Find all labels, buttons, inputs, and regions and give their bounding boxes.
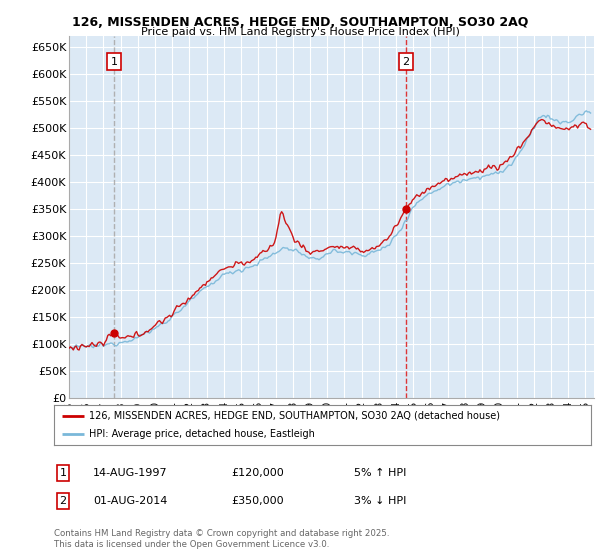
Text: 2: 2	[59, 496, 67, 506]
Text: Contains HM Land Registry data © Crown copyright and database right 2025.
This d: Contains HM Land Registry data © Crown c…	[54, 529, 389, 549]
Text: 01-AUG-2014: 01-AUG-2014	[93, 496, 167, 506]
Text: 126, MISSENDEN ACRES, HEDGE END, SOUTHAMPTON, SO30 2AQ: 126, MISSENDEN ACRES, HEDGE END, SOUTHAM…	[72, 16, 528, 29]
Text: £120,000: £120,000	[231, 468, 284, 478]
Text: £350,000: £350,000	[231, 496, 284, 506]
Text: 1: 1	[59, 468, 67, 478]
Text: 126, MISSENDEN ACRES, HEDGE END, SOUTHAMPTON, SO30 2AQ (detached house): 126, MISSENDEN ACRES, HEDGE END, SOUTHAM…	[89, 411, 500, 421]
Text: HPI: Average price, detached house, Eastleigh: HPI: Average price, detached house, East…	[89, 430, 315, 439]
Text: 14-AUG-1997: 14-AUG-1997	[93, 468, 167, 478]
Text: Price paid vs. HM Land Registry's House Price Index (HPI): Price paid vs. HM Land Registry's House …	[140, 27, 460, 37]
Text: 3% ↓ HPI: 3% ↓ HPI	[354, 496, 406, 506]
Text: 5% ↑ HPI: 5% ↑ HPI	[354, 468, 406, 478]
Text: 1: 1	[110, 57, 118, 67]
Text: 2: 2	[403, 57, 410, 67]
